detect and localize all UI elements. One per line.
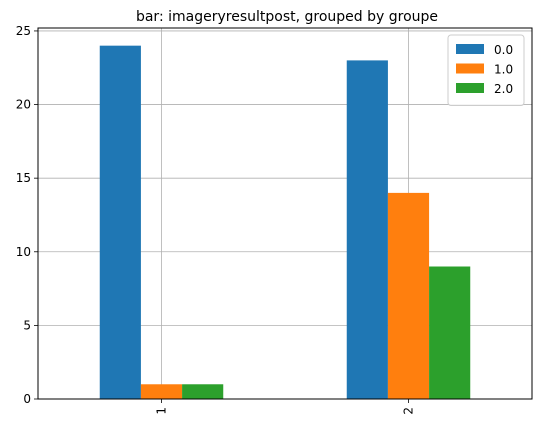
legend-label: 1.0 xyxy=(494,63,513,77)
y-tick-label: 5 xyxy=(23,318,31,332)
bar xyxy=(346,60,388,400)
y-tick-label: 15 xyxy=(16,171,31,185)
y-tick-label: 0 xyxy=(23,392,31,406)
legend-swatch xyxy=(456,83,484,93)
bar xyxy=(429,266,471,399)
bars xyxy=(99,45,471,400)
x-tick-label: 2 xyxy=(402,407,416,415)
x-tick-label: 1 xyxy=(155,407,169,415)
legend: 0.0 1.0 2.0 xyxy=(447,34,525,106)
chart-title: bar: imageryresultpost, grouped by group… xyxy=(136,9,438,25)
legend-swatch xyxy=(456,63,484,74)
legend-swatch xyxy=(456,44,484,54)
legend-label: 2.0 xyxy=(494,82,513,96)
y-tick-label: 25 xyxy=(16,24,31,38)
bar xyxy=(387,192,430,399)
y-axis: 0 5 10 15 20 25 xyxy=(16,24,38,406)
bar xyxy=(140,384,183,399)
y-tick-label: 10 xyxy=(16,245,31,259)
plot-frame xyxy=(37,27,533,400)
bar xyxy=(99,45,141,400)
y-tick-label: 20 xyxy=(16,98,31,112)
bar xyxy=(182,384,224,399)
legend-label: 0.0 xyxy=(494,43,513,57)
